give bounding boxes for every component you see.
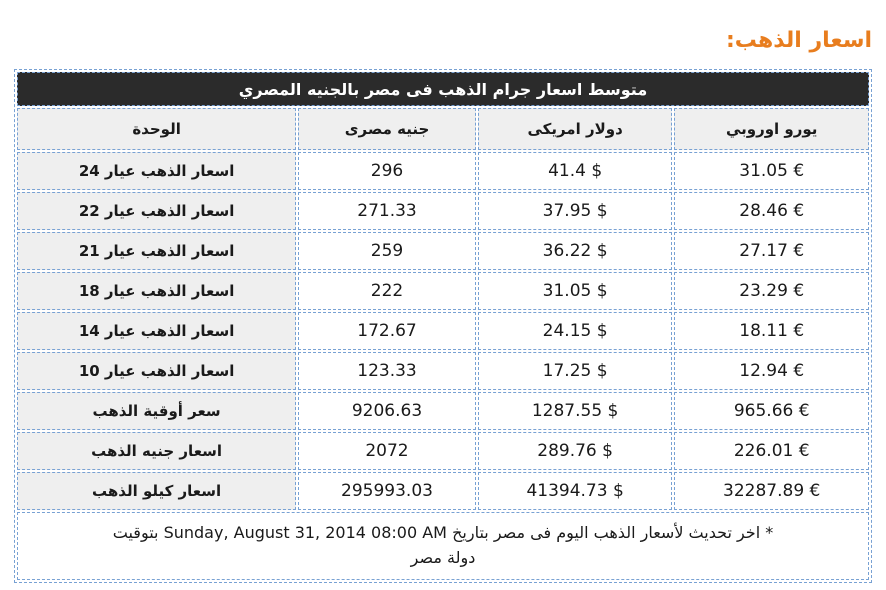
row-label: اسعار الذهب عيار 18 (17, 272, 297, 310)
column-header-unit: الوحدة (17, 108, 297, 150)
eur-value: 31.05 € (674, 152, 869, 190)
usd-value: 24.15 $ (477, 312, 673, 350)
table-row-kilo: اسعار كيلو الذهب 295993.03 41394.73 $ 32… (17, 472, 869, 510)
eur-value: 32287.89 € (674, 472, 869, 510)
egp-value: 295993.03 (298, 472, 476, 510)
row-label: اسعار كيلو الذهب (17, 472, 297, 510)
egp-value: 172.67 (298, 312, 476, 350)
table-footnote-row: * اخر تحديث لأسعار الذهب اليوم فى مصر بت… (17, 512, 869, 580)
table-row-gold-pound: اسعار جنيه الذهب 2072 289.76 $ 226.01 € (17, 432, 869, 470)
usd-value: 289.76 $ (477, 432, 673, 470)
table-row-karat-21: اسعار الذهب عيار 21 259 36.22 $ 27.17 € (17, 232, 869, 270)
usd-value: 41.4 $ (477, 152, 673, 190)
egp-value: 9206.63 (298, 392, 476, 430)
eur-value: 226.01 € (674, 432, 869, 470)
table-caption-row: متوسط اسعار جرام الذهب فى مصر بالجنيه ال… (17, 72, 869, 106)
egp-value: 222 (298, 272, 476, 310)
footnote-line-2: دولة مصر (410, 547, 476, 567)
row-label: اسعار جنيه الذهب (17, 432, 297, 470)
usd-value: 36.22 $ (477, 232, 673, 270)
usd-value: 17.25 $ (477, 352, 673, 390)
page-title: اسعار الذهب: (725, 28, 872, 53)
egp-value: 2072 (298, 432, 476, 470)
table-footnote: * اخر تحديث لأسعار الذهب اليوم فى مصر بت… (17, 512, 869, 580)
egp-value: 271.33 (298, 192, 476, 230)
table-row-karat-24: اسعار الذهب عيار 24 296 41.4 $ 31.05 € (17, 152, 869, 190)
eur-value: 12.94 € (674, 352, 869, 390)
row-label: اسعار الذهب عيار 22 (17, 192, 297, 230)
eur-value: 28.46 € (674, 192, 869, 230)
usd-value: 1287.55 $ (477, 392, 673, 430)
column-header-usd: دولار امريكى (477, 108, 673, 150)
table-row-karat-22: اسعار الذهب عيار 22 271.33 37.95 $ 28.46… (17, 192, 869, 230)
column-header-egp: جنيه مصرى (298, 108, 476, 150)
table-row-karat-14: اسعار الذهب عيار 14 172.67 24.15 $ 18.11… (17, 312, 869, 350)
egp-value: 123.33 (298, 352, 476, 390)
usd-value: 41394.73 $ (477, 472, 673, 510)
table-caption: متوسط اسعار جرام الذهب فى مصر بالجنيه ال… (17, 72, 869, 106)
eur-value: 23.29 € (674, 272, 869, 310)
row-label: اسعار الذهب عيار 14 (17, 312, 297, 350)
eur-value: 965.66 € (674, 392, 869, 430)
column-header-eur: يورو اوروبي (674, 108, 869, 150)
egp-value: 259 (298, 232, 476, 270)
row-label: اسعار الذهب عيار 24 (17, 152, 297, 190)
row-label: اسعار الذهب عيار 10 (17, 352, 297, 390)
footnote-line-1: * اخر تحديث لأسعار الذهب اليوم فى مصر بت… (112, 523, 774, 542)
table-row-ounce: سعر أوقية الذهب 9206.63 1287.55 $ 965.66… (17, 392, 869, 430)
table-row-karat-18: اسعار الذهب عيار 18 222 31.05 $ 23.29 € (17, 272, 869, 310)
eur-value: 18.11 € (674, 312, 869, 350)
gold-prices-table: متوسط اسعار جرام الذهب فى مصر بالجنيه ال… (14, 69, 872, 583)
usd-value: 31.05 $ (477, 272, 673, 310)
table-header-row: الوحدة جنيه مصرى دولار امريكى يورو اوروب… (17, 108, 869, 150)
egp-value: 296 (298, 152, 476, 190)
table-row-karat-10: اسعار الذهب عيار 10 123.33 17.25 $ 12.94… (17, 352, 869, 390)
row-label: اسعار الذهب عيار 21 (17, 232, 297, 270)
eur-value: 27.17 € (674, 232, 869, 270)
row-label: سعر أوقية الذهب (17, 392, 297, 430)
usd-value: 37.95 $ (477, 192, 673, 230)
